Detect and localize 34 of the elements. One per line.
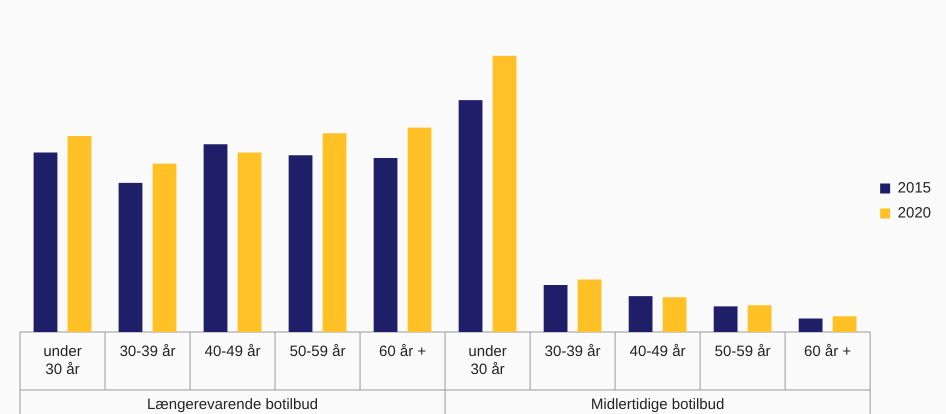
x-tick-label: 50-59 år bbox=[714, 343, 771, 360]
bar bbox=[578, 280, 602, 332]
bar bbox=[798, 318, 823, 332]
bar bbox=[714, 306, 738, 332]
bar bbox=[238, 152, 262, 332]
bar bbox=[374, 158, 398, 332]
x-tick-label: 30-39 år bbox=[544, 343, 601, 360]
x-tick-label: 40-49 år bbox=[204, 343, 260, 360]
x-tick-label: 50-59 år bbox=[290, 343, 346, 360]
text: Længerevarende botilbud bbox=[147, 396, 318, 414]
bar bbox=[322, 133, 346, 332]
bar bbox=[628, 296, 652, 332]
x-tick-label: 60 år + bbox=[378, 343, 426, 360]
bar bbox=[748, 305, 772, 332]
bar bbox=[118, 182, 142, 332]
bar bbox=[832, 316, 857, 332]
bar bbox=[288, 155, 312, 332]
bar bbox=[34, 152, 58, 332]
x-tick-label: 30-39 år bbox=[120, 343, 176, 360]
bar bbox=[662, 297, 687, 332]
bar bbox=[458, 100, 482, 332]
bar bbox=[544, 285, 568, 332]
legend-label: 2020 bbox=[898, 204, 932, 222]
bar bbox=[492, 56, 516, 332]
bar bbox=[408, 128, 432, 332]
x-tick-label: 40-49 år bbox=[630, 343, 686, 360]
bar bbox=[204, 144, 228, 332]
x-tick-label: under 30 år bbox=[468, 343, 507, 378]
bar bbox=[152, 164, 176, 332]
x-tick-label: under 30 år bbox=[43, 343, 82, 378]
text: Midlertidige botilbud bbox=[590, 396, 724, 414]
x-tick-label: 60 år + bbox=[804, 343, 852, 360]
bar bbox=[68, 136, 92, 332]
legend-label: 2015 bbox=[898, 180, 932, 197]
